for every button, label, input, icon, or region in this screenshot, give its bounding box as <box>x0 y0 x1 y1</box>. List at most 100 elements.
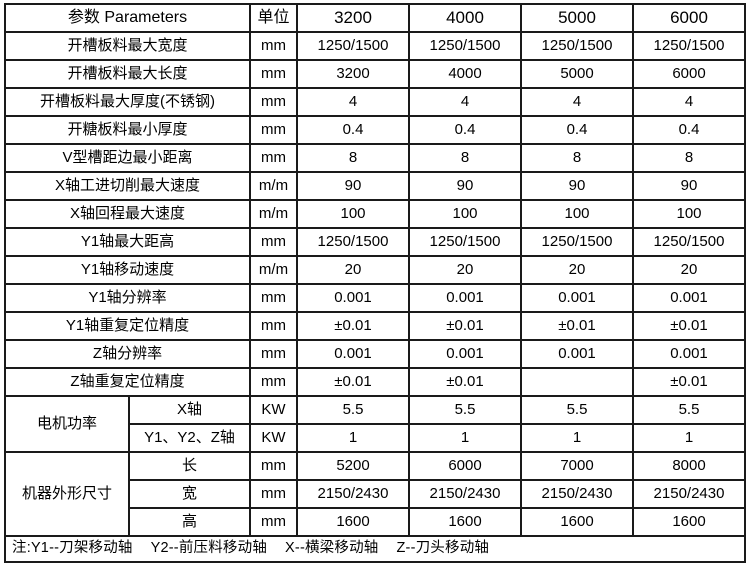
spec-value-cell: 20 <box>520 255 634 285</box>
spec-value-cell: 0.001 <box>296 283 410 313</box>
table-row: 高 mm 1600 1600 1600 1600 <box>5 507 746 537</box>
spec-value-cell: ±0.01 <box>296 311 410 341</box>
group-label: 机器外形尺寸 <box>4 451 130 537</box>
parameter-label: Y1轴移动速度 <box>4 255 251 285</box>
spec-value-cell: 6000 <box>632 59 746 89</box>
table-row: Z轴重复定位精度 mm ±0.01 ±0.01 ±0.01 <box>4 367 746 397</box>
unit-cell: m/m <box>249 199 298 229</box>
header-model-3200: 3200 <box>296 3 410 33</box>
spec-value-cell: 0.001 <box>408 339 522 369</box>
table-row: 机器外形尺寸长 mm 5200 6000 7000 8000 <box>4 451 746 537</box>
footnote-segment: Z--刀头移动轴 <box>396 540 490 557</box>
spec-value-cell: ±0.01 <box>296 367 410 397</box>
unit-cell: mm <box>249 507 298 537</box>
spec-value-cell: 90 <box>408 171 522 201</box>
spec-value-cell: ±0.01 <box>408 367 522 397</box>
spec-value-cell: 4 <box>296 87 410 117</box>
spec-value-cell: 8 <box>520 143 634 173</box>
sub-parameter-label: 高 <box>128 507 251 537</box>
footnote-text: 注:Y1--刀架移动轴 Y2--前压料移动轴 X--横梁移动轴 Z--刀头移动轴 <box>4 535 746 563</box>
unit-cell: mm <box>249 87 298 117</box>
spec-value-cell <box>520 367 634 397</box>
sub-parameter-label: 宽 <box>128 479 251 509</box>
spec-value-cell: 1 <box>632 423 746 453</box>
spec-value-cell: 1250/1500 <box>632 227 746 257</box>
spec-value-cell: 8 <box>296 143 410 173</box>
parameter-label: Z轴重复定位精度 <box>4 367 251 397</box>
table-row: V型槽距边最小距离 mm 8 8 8 8 <box>4 143 746 173</box>
spec-value-cell: 0.4 <box>520 115 634 145</box>
table-row: 开糖板料最小厚度 mm 0.4 0.4 0.4 0.4 <box>4 115 746 145</box>
unit-cell: mm <box>249 115 298 145</box>
spec-value-cell: 0.001 <box>632 283 746 313</box>
table-row: Y1、Y2、Z轴 KW 1 1 1 1 <box>5 423 746 453</box>
spec-value-cell: 2150/2430 <box>632 479 746 509</box>
unit-cell: mm <box>249 283 298 313</box>
parameter-label: V型槽距边最小距离 <box>4 143 251 173</box>
spec-value-cell: 0.4 <box>296 115 410 145</box>
table-row: X轴回程最大速度 m/m 100 100 100 100 <box>4 199 746 229</box>
unit-cell: mm <box>249 59 298 89</box>
unit-cell: m/m <box>249 255 298 285</box>
parameter-label: Y1轴最大距高 <box>4 227 251 257</box>
footnote-prefix: 注: <box>12 540 31 557</box>
table-row: 开槽板料最大长度 mm 3200 4000 5000 6000 <box>4 59 746 89</box>
spec-value-cell: 1250/1500 <box>408 227 522 257</box>
parameter-label: X轴回程最大速度 <box>4 199 251 229</box>
table-row: Z轴分辨率 mm 0.001 0.001 0.001 0.001 <box>4 339 746 369</box>
footnote-segment: Y1--刀架移动轴 <box>30 540 133 557</box>
spec-value-cell: 1600 <box>296 507 410 537</box>
group-label: 电机功率 <box>4 395 130 453</box>
spec-value-cell: 2150/2430 <box>296 479 410 509</box>
spec-value-cell: 5.5 <box>296 395 410 425</box>
table-row: 开槽板料最大宽度 mm 1250/1500 1250/1500 1250/1500 125… <box>4 31 746 61</box>
spec-value-cell: 1600 <box>632 507 746 537</box>
spec-value-cell: ±0.01 <box>632 367 746 397</box>
spec-value-cell: 1250/1500 <box>520 227 634 257</box>
spec-value-cell: 4 <box>408 87 522 117</box>
unit-cell: mm <box>249 311 298 341</box>
parameter-label: 开糖板料最小厚度 <box>4 115 251 145</box>
spec-value-cell: 5.5 <box>520 395 634 425</box>
parameter-label: Y1轴重复定位精度 <box>4 311 251 341</box>
spec-value-cell: 0.001 <box>408 283 522 313</box>
unit-cell: mm <box>249 479 298 509</box>
footnote-row: 注:Y1--刀架移动轴 Y2--前压料移动轴 X--横梁移动轴 Z--刀头移动轴 <box>4 535 746 563</box>
spec-value-cell: 100 <box>520 199 634 229</box>
table-body: 开槽板料最大宽度 mm 1250/1500 1250/1500 1250/1500 125… <box>4 31 746 563</box>
spec-value-cell: 1600 <box>408 507 522 537</box>
table-header: 参数 Parameters 单位 3200 4000 5000 6000 <box>4 3 746 33</box>
sub-parameter-label: Y1、Y2、Z轴 <box>128 423 251 453</box>
spec-value-cell: 8 <box>408 143 522 173</box>
spec-value-cell: 8000 <box>632 451 746 481</box>
spec-value-cell: ±0.01 <box>632 311 746 341</box>
header-unit: 单位 <box>249 3 298 33</box>
unit-cell: mm <box>249 367 298 397</box>
table-row: 电机功率 X轴 KW 5.5 5.5 5.5 5.5 <box>4 395 746 453</box>
spec-value-cell: 0.4 <box>632 115 746 145</box>
spec-value-cell: 2150/2430 <box>408 479 522 509</box>
spec-value-cell: 6000 <box>408 451 522 481</box>
table-row: Y1轴最大距高 mm 1250/1500 1250/1500 1250/1500 1250… <box>4 227 746 257</box>
table-row: X轴工进切削最大速度 m/m 90 90 90 90 <box>4 171 746 201</box>
spec-value-cell: 8 <box>632 143 746 173</box>
spec-value-cell: 1250/1500 <box>296 227 410 257</box>
spec-value-cell: 1 <box>296 423 410 453</box>
header-row: 参数 Parameters 单位 3200 4000 5000 6000 <box>4 3 746 33</box>
spec-value-cell: 1250/1500 <box>296 31 410 61</box>
parameter-label: 开槽板料最大厚度(不锈钢) <box>4 87 251 117</box>
parameter-label: Y1轴分辨率 <box>4 283 251 313</box>
unit-cell: mm <box>249 339 298 369</box>
spec-value-cell: 4 <box>520 87 634 117</box>
spec-value-cell: 0.001 <box>520 283 634 313</box>
parameter-label: X轴工进切削最大速度 <box>4 171 251 201</box>
spec-value-cell: 0.001 <box>520 339 634 369</box>
spec-value-cell: 1250/1500 <box>408 31 522 61</box>
table-row: Y1轴分辨率 mm 0.001 0.001 0.001 0.001 <box>4 283 746 313</box>
spec-value-cell: 7000 <box>520 451 634 481</box>
spec-value-cell: 5000 <box>520 59 634 89</box>
spec-value-cell: 90 <box>520 171 634 201</box>
parameter-label: 开槽板料最大长度 <box>4 59 251 89</box>
spec-value-cell: 5200 <box>296 451 410 481</box>
unit-cell: KW <box>249 395 298 425</box>
